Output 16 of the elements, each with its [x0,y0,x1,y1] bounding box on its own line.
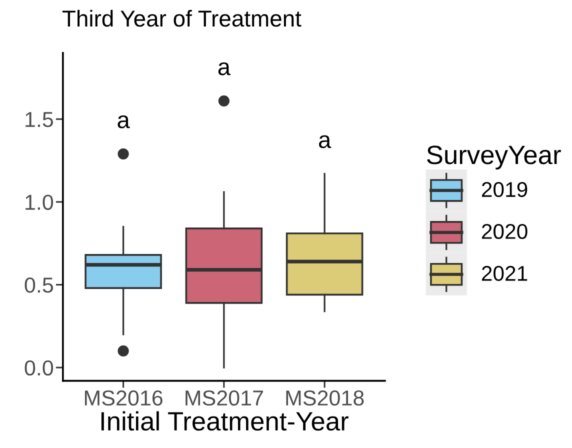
legend-label: 2019 [482,182,528,198]
y-tick-label: 0.0 [24,360,54,376]
x-tick-label: MS2017 [186,390,263,406]
legend-label: 2021 [482,266,528,281]
annotation: a [218,62,231,76]
x-tick-label: MS2016 [84,390,162,406]
legend-label: 2020 [482,224,528,240]
annotation: a [118,115,130,128]
annotation: a [319,135,332,148]
chart-title: Third Year of Treatment [62,10,302,27]
x-axis-title: Initial Treatment-Year [101,411,348,431]
y-tick-label: 1.5 [26,112,53,128]
y-tick-label: 1.0 [26,194,54,210]
x-tick-label: MS2018 [286,390,364,406]
y-tick-label: 0.5 [24,278,53,293]
legend-title: SurveyYear [427,146,561,170]
